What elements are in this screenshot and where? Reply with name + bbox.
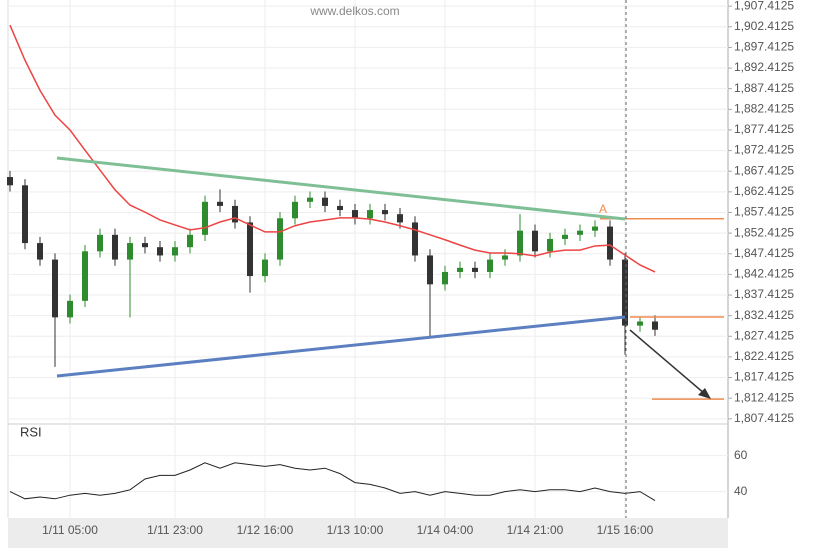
candle-body bbox=[352, 210, 358, 219]
x-tick-label: 1/12 16:00 bbox=[237, 523, 294, 537]
candle-body bbox=[397, 214, 403, 223]
candle-body bbox=[457, 267, 463, 272]
y-tick-label: 1,907.4125 bbox=[734, 0, 794, 12]
candle-body bbox=[382, 210, 388, 215]
candle-body bbox=[427, 255, 433, 285]
y-tick-label: 40 bbox=[734, 484, 748, 498]
x-tick-label: 1/11 23:00 bbox=[147, 523, 203, 537]
candle-body bbox=[367, 210, 373, 219]
candle-body bbox=[487, 259, 493, 272]
y-tick-label: 1,887.4125 bbox=[734, 81, 794, 95]
y-tick-label: 1,857.4125 bbox=[734, 205, 794, 219]
candle-body bbox=[127, 243, 133, 260]
candle-body bbox=[412, 222, 418, 256]
candle-body bbox=[172, 247, 178, 256]
candle-body bbox=[22, 185, 28, 244]
rsi-line bbox=[9, 462, 656, 502]
candle-body bbox=[562, 234, 568, 239]
candle-body bbox=[277, 218, 283, 260]
candle-body bbox=[577, 230, 583, 235]
y-tick-label: 1,822.4125 bbox=[734, 349, 794, 363]
candle-body bbox=[232, 205, 238, 223]
y-tick-label: 1,807.4125 bbox=[734, 411, 794, 425]
arrow-head bbox=[698, 388, 711, 399]
y-tick-label: 1,832.4125 bbox=[734, 308, 794, 322]
candle-body bbox=[292, 201, 298, 219]
candle-body bbox=[217, 201, 223, 206]
moving-average bbox=[9, 24, 656, 273]
x-tick-label: 1/11 05:00 bbox=[42, 523, 98, 537]
candle-body bbox=[307, 197, 313, 202]
candle-body bbox=[262, 259, 268, 277]
x-tick-label: 1/15 16:00 bbox=[597, 523, 654, 537]
y-tick-label: 1,867.4125 bbox=[734, 163, 794, 177]
candle-body bbox=[142, 243, 148, 248]
rsi-title: RSI bbox=[20, 424, 42, 439]
candle-body bbox=[472, 267, 478, 272]
candle-body bbox=[247, 222, 253, 277]
annotation: A bbox=[599, 202, 607, 216]
candle-body bbox=[322, 197, 328, 206]
candle-body bbox=[97, 234, 103, 252]
x-axis-band bbox=[8, 518, 728, 548]
y-tick-label: 1,842.4125 bbox=[734, 267, 794, 281]
candle-body bbox=[67, 300, 73, 318]
y-tick-label: 1,852.4125 bbox=[734, 225, 794, 239]
candle-body bbox=[442, 271, 448, 285]
x-tick-label: 1/13 10:00 bbox=[327, 523, 384, 537]
candle-body bbox=[82, 251, 88, 301]
candle-body bbox=[337, 205, 343, 211]
candle-body bbox=[517, 230, 523, 256]
candle-body bbox=[52, 259, 58, 318]
candle-body bbox=[637, 321, 643, 326]
candle-body bbox=[37, 243, 43, 260]
candle-body bbox=[622, 259, 628, 326]
candle-body bbox=[187, 234, 193, 248]
resistance-trendline bbox=[56, 156, 626, 221]
y-tick-label: 1,877.4125 bbox=[734, 122, 794, 136]
candle-body bbox=[157, 247, 163, 256]
y-tick-label: 1,882.4125 bbox=[734, 101, 794, 115]
y-tick-label: 1,872.4125 bbox=[734, 143, 794, 157]
support-trendline bbox=[56, 315, 626, 378]
candle-body bbox=[112, 234, 118, 260]
candle-body bbox=[202, 201, 208, 235]
candle-body bbox=[7, 177, 13, 186]
y-tick-label: 1,827.4125 bbox=[734, 328, 794, 342]
candle-body bbox=[532, 230, 538, 252]
y-tick-label: 1,862.4125 bbox=[734, 184, 794, 198]
y-tick-label: 1,837.4125 bbox=[734, 287, 794, 301]
x-tick-label: 1/14 21:00 bbox=[507, 523, 564, 537]
y-tick-label: 1,897.4125 bbox=[734, 40, 794, 54]
y-tick-label: 1,902.4125 bbox=[734, 19, 794, 33]
grid bbox=[8, 0, 732, 518]
candle-body bbox=[547, 238, 553, 252]
y-tick-label: 1,812.4125 bbox=[734, 390, 794, 404]
candle-body bbox=[607, 226, 613, 260]
y-tick-label: 1,892.4125 bbox=[734, 60, 794, 74]
forecast-arrow bbox=[629, 329, 706, 395]
marks bbox=[7, 24, 724, 502]
candle-body bbox=[652, 321, 658, 330]
x-tick-label: 1/14 04:00 bbox=[417, 523, 474, 537]
y-tick-label: 1,817.4125 bbox=[734, 370, 794, 384]
y-tick-label: 1,847.4125 bbox=[734, 246, 794, 260]
candle-body bbox=[592, 226, 598, 231]
candle-body bbox=[502, 255, 508, 260]
y-tick-label: 60 bbox=[734, 448, 748, 462]
